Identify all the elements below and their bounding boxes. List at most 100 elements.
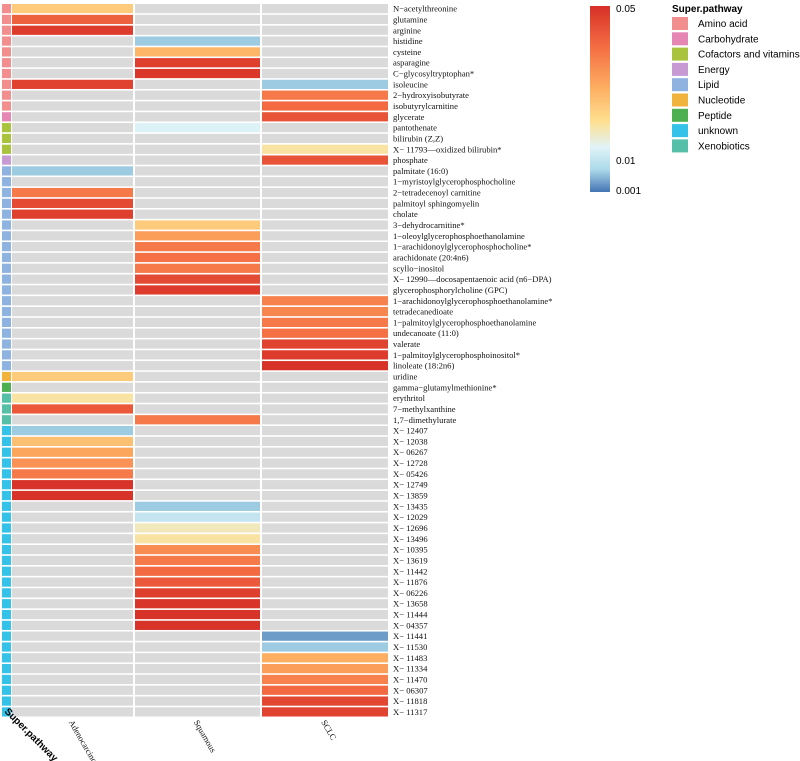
heatmap-cell-x-12749-squamous [135, 480, 260, 490]
heatmap-cell-glycerophosphorylcholine-gpc-sclc [262, 285, 388, 295]
heatmap-cell-x-11483-sclc [262, 653, 388, 663]
heatmap-cell-gamma-glutamylmethionine-squamous [135, 382, 260, 392]
row-label: X− 10395 [393, 545, 428, 555]
heatmap-cell-erythritol-squamous [135, 393, 260, 403]
heatmap-cell-linoleate-18-2n6-adenocarcinoma [12, 361, 133, 371]
row-label: isoleucine [393, 79, 428, 89]
heatmap-cell-x-05426-adenocarcinoma [12, 469, 133, 479]
heatmap-cell-1-myristoylglycerophosphocholine-adenocarcinoma [12, 177, 133, 187]
heatmap-cell-gamma-glutamylmethionine-adenocarcinoma [12, 382, 133, 392]
heatmap-cell-1-7-dimethylurate-sclc [262, 415, 388, 425]
row-label: X− 12990—docosapentaenoic acid (n6−DPA) [393, 274, 552, 284]
heatmap-cell-tetradecanedioate-squamous [135, 306, 260, 317]
pathway-cell-linoleate-18-2n6 [2, 361, 11, 371]
heatmap-cell-x-10395-squamous [135, 545, 260, 555]
heatmap-cell-1-arachidonoylglycerophosphocholine-squamous [135, 242, 260, 252]
heatmap-cell-x-11444-adenocarcinoma [12, 609, 133, 620]
heatmap-cell-x-12749-adenocarcinoma [12, 480, 133, 490]
heatmap-cell-undecanoate-11-0-adenocarcinoma [12, 328, 133, 338]
pathway-cell-x-06226 [2, 588, 11, 598]
legend-label-energy: Energy [698, 65, 730, 76]
row-label: X− 06267 [393, 447, 428, 457]
row-label: X− 11444 [393, 610, 428, 620]
column-labels: Adenocarcinoma Squamous SCLC [67, 718, 339, 761]
column-label-adenocarcinoma: Adenocarcinoma [67, 718, 105, 761]
heatmap-cell-x-05426-sclc [262, 469, 388, 479]
pathway-cell-bilirubin-z-z [2, 133, 11, 144]
pathway-cell-x-12407 [2, 425, 11, 436]
heatmap-cell-c-glycosyltryptophan-squamous [135, 68, 260, 79]
pathway-cell-palmitoyl-sphingomyelin [2, 198, 11, 208]
heatmap-cell-1-oleoylglycerophosphoethanolamine-sclc [262, 231, 388, 241]
heatmap-cell-arachidonate-20-4n6-adenocarcinoma [12, 252, 133, 263]
heatmap-cell-x-11530-adenocarcinoma [12, 642, 133, 652]
column-label-sclc: SCLC [319, 718, 339, 742]
heatmap-cell-3-dehydrocarnitine-sclc [262, 220, 388, 230]
heatmap-cell-isoleucine-adenocarcinoma [12, 79, 133, 89]
heatmap-cell-glutamine-sclc [262, 14, 388, 25]
heatmap-cell-cholate-adenocarcinoma [12, 209, 133, 219]
legend-swatch-cofactors-and-vitamins [672, 47, 688, 61]
row-label: isobutyrylcarnitine [393, 101, 458, 111]
heatmap-cell-histidine-sclc [262, 36, 388, 46]
heatmap-cell-x-11876-sclc [262, 577, 388, 587]
row-label: X− 12728 [393, 458, 428, 468]
heatmap-cell-x-11317-adenocarcinoma [12, 707, 133, 717]
row-label: 3−dehydrocarnitine* [393, 220, 465, 230]
heatmap-cell-x-11483-squamous [135, 653, 260, 663]
row-label: glycerophosphorylcholine (GPC) [393, 285, 507, 295]
row-label: 2−hydroxyisobutyrate [393, 90, 469, 100]
legend-swatch-nucleotide [672, 93, 688, 107]
heatmap-cell-linoleate-18-2n6-sclc [262, 361, 388, 371]
legend-label-xenobiotics: Xenobiotics [698, 141, 750, 152]
heatmap-cell-isoleucine-sclc [262, 79, 388, 89]
heatmap-cell-x-11793-oxidized-bilirubin-adenocarcinoma [12, 144, 133, 154]
heatmap-cell-palmitoyl-sphingomyelin-sclc [262, 198, 388, 208]
heatmap-cell-x-11317-squamous [135, 707, 260, 717]
heatmap-cell-1-palmitoylglycerophosphoethanolamine-sclc [262, 317, 388, 327]
pathway-cell-x-13435 [2, 501, 11, 511]
pathway-cell-1-oleoylglycerophosphoethanolamine [2, 231, 11, 241]
pathway-cell-x-11317 [2, 707, 11, 717]
scale-min-label: 0.001 [616, 186, 641, 197]
heatmap-cell-asparagine-sclc [262, 58, 388, 68]
heatmap-cell-x-12696-adenocarcinoma [12, 523, 133, 533]
heatmap-cell-x-12038-sclc [262, 436, 388, 447]
legend-label-amino-acid: Amino acid [698, 19, 747, 30]
heatmap-cell-x-11818-squamous [135, 696, 260, 706]
heatmap-cell-x-11483-adenocarcinoma [12, 653, 133, 663]
pathway-cell-1-7-dimethylurate [2, 415, 11, 425]
heatmap-cell-scyllo-inositol-squamous [135, 263, 260, 273]
pathway-cell-glutamine [2, 14, 11, 25]
heatmap-cell-phosphate-sclc [262, 155, 388, 165]
row-labels: N−acetylthreonineglutamineargininehistid… [393, 4, 553, 717]
heatmap-cell-glycerate-sclc [262, 112, 388, 122]
heatmap-cell-tetradecanedioate-sclc [262, 306, 388, 317]
heatmap-cell-n-acetylthreonine-sclc [262, 4, 388, 14]
heatmap-cell-x-12990-docosapentaenoic-acid-n6-dpa-sclc [262, 274, 388, 284]
row-label: gamma−glutamylmethionine* [393, 382, 497, 392]
heatmap-cell-1-oleoylglycerophosphoethanolamine-adenocarcinoma [12, 231, 133, 241]
pathway-cell-cholate [2, 209, 11, 219]
heatmap-cell-arginine-sclc [262, 25, 388, 35]
heatmap-cell-palmitate-16-0-adenocarcinoma [12, 166, 133, 176]
heatmap-cell-x-11442-sclc [262, 566, 388, 576]
heatmap-cell-x-11876-adenocarcinoma [12, 577, 133, 587]
row-label: X− 12407 [393, 426, 428, 436]
heatmap-cell-x-11442-adenocarcinoma [12, 566, 133, 576]
heatmap-cell-pantothenate-adenocarcinoma [12, 123, 133, 133]
heatmap-cell-x-11818-sclc [262, 696, 388, 706]
row-label: arginine [393, 25, 421, 35]
heatmap-cell-undecanoate-11-0-squamous [135, 328, 260, 338]
row-label: histidine [393, 36, 423, 46]
heatmap-cell-linoleate-18-2n6-squamous [135, 361, 260, 371]
row-label: X− 11334 [393, 664, 428, 674]
heatmap-cell-1-palmitoylglycerophosphoinositol-adenocarcinoma [12, 350, 133, 360]
heatmap-cell-x-04357-adenocarcinoma [12, 620, 133, 630]
heatmap-cell-undecanoate-11-0-sclc [262, 328, 388, 338]
heatmap-cell-x-06226-adenocarcinoma [12, 588, 133, 598]
legend-label-carbohydrate: Carbohydrate [698, 34, 759, 45]
heatmap-cell-arginine-adenocarcinoma [12, 25, 133, 35]
heatmap-cell-2-tetradecenoyl-carnitine-sclc [262, 187, 388, 198]
pathway-cell-valerate [2, 339, 11, 349]
